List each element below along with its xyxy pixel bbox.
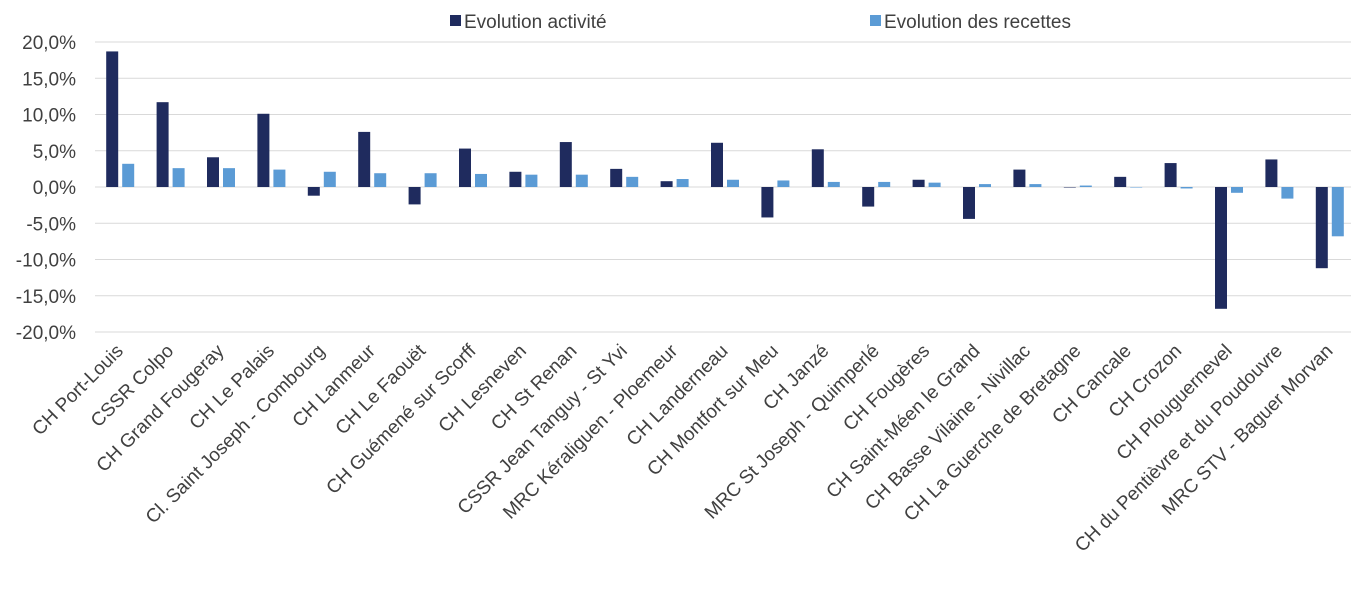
bar-evolution-activite (912, 179, 925, 187)
bar-evolution-recettes (374, 173, 387, 187)
bar-evolution-activite (1013, 169, 1026, 187)
bar-evolution-activite (761, 187, 774, 218)
bar-evolution-recettes (223, 168, 235, 187)
x-tick-label: CH Lesneven (435, 341, 531, 437)
y-tick-label: 15,0% (22, 69, 76, 90)
legend-label: Evolution activité (464, 12, 607, 33)
bar-evolution-recettes (727, 179, 739, 187)
bar-evolution-recettes (928, 182, 941, 187)
bar-evolution-recettes (1281, 187, 1294, 199)
bar-evolution-recettes (1331, 187, 1344, 237)
bar-evolution-activite (711, 142, 723, 187)
bar-evolution-recettes (273, 169, 286, 187)
bar-evolution-activite (257, 113, 270, 187)
bar-evolution-activite (862, 187, 875, 207)
bar-evolution-activite (1114, 176, 1127, 187)
bar-evolution-recettes (626, 176, 639, 187)
y-tick-label: -15,0% (16, 287, 76, 308)
bar-evolution-recettes (827, 181, 840, 187)
bar-evolution-activite (660, 181, 673, 187)
bar-evolution-activite (156, 102, 169, 187)
bar-evolution-recettes (575, 174, 588, 187)
bar-evolution-activite (559, 142, 572, 187)
bars (106, 51, 1344, 309)
legend-swatch (450, 15, 461, 26)
bar-evolution-activite (811, 149, 824, 187)
bar-evolution-recettes (676, 179, 689, 187)
bar-evolution-recettes (878, 181, 891, 187)
bar-evolution-activite (963, 187, 975, 219)
bar-evolution-activite (1265, 159, 1278, 187)
y-tick-label: 0,0% (33, 178, 76, 199)
bar-evolution-activite (106, 51, 119, 187)
bar-evolution-recettes (525, 174, 538, 187)
y-tick-label: 10,0% (22, 106, 76, 127)
bar-evolution-recettes (777, 180, 790, 187)
bar-evolution-activite (207, 157, 219, 187)
bar-evolution-recettes (475, 173, 487, 187)
bar-evolution-recettes (979, 184, 991, 187)
y-tick-label: -5,0% (26, 214, 76, 235)
bar-evolution-activite (358, 131, 371, 187)
bar-evolution-recettes (1180, 187, 1193, 189)
gridlines (95, 41, 1351, 333)
bar-evolution-activite (610, 168, 623, 187)
bar-evolution-recettes (122, 163, 135, 187)
bar-evolution-activite (408, 187, 421, 205)
bar-evolution-recettes (1130, 187, 1143, 188)
bar-evolution-activite (1315, 187, 1328, 269)
bar-evolution-recettes (1231, 187, 1243, 193)
y-tick-label: -20,0% (16, 323, 76, 344)
legend-swatch (870, 15, 881, 26)
bar-evolution-recettes (172, 168, 185, 187)
bar-evolution-activite (1164, 163, 1177, 187)
y-axis-ticks: 20,0% 15,0% 10,0% 5,0% 0,0% -5,0% -10,0% -15,0%… (16, 33, 76, 344)
y-tick-label: -10,0% (16, 251, 76, 272)
bar-evolution-recettes (1079, 185, 1092, 187)
bar-evolution-recettes (424, 173, 437, 187)
legend: Evolution activité Evolution des recettes (450, 12, 1071, 33)
legend-label: Evolution des recettes (884, 12, 1071, 33)
y-tick-label: 5,0% (33, 142, 76, 163)
bar-evolution-activite (307, 187, 320, 196)
y-tick-label: 20,0% (22, 33, 76, 54)
bar-evolution-activite (1063, 187, 1076, 188)
bar-evolution-activite (459, 148, 471, 187)
bar-evolution-activite (1215, 187, 1227, 309)
bar-evolution-activite (509, 171, 522, 187)
bar-evolution-recettes (323, 171, 336, 187)
bar-evolution-recettes (1029, 184, 1042, 187)
